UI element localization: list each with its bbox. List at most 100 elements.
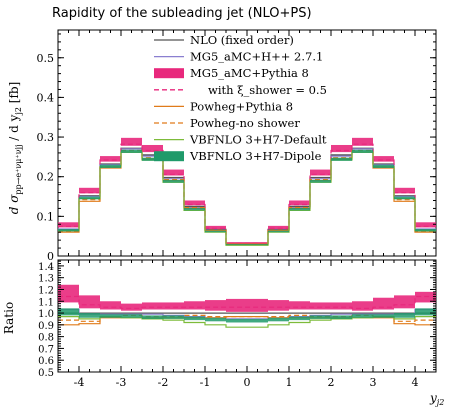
series-7-bin-band (289, 316, 310, 321)
series-2-bin-band (310, 302, 331, 310)
series-7-bin-band (121, 314, 142, 318)
series-2-bin-band (352, 301, 373, 311)
series-7-bin-band (415, 229, 436, 232)
legend-swatch-band (154, 151, 184, 162)
series-7-bin-band (205, 230, 226, 233)
series-2-bin-band (415, 291, 436, 303)
main-y-axis-label: d σpp→e⁺νμ⁺νjj / d yj2 [fb] (7, 82, 23, 215)
x-tick-label: 3 (370, 376, 377, 389)
x-tick-label: 1 (286, 376, 293, 389)
ratio-panel: 0.50.60.70.80.91.01.11.21.31.4 -4 -3 -2 -1 0 1… (38, 259, 437, 389)
series-7-bin-band (226, 244, 268, 246)
series-7-bin-band (205, 317, 226, 322)
series-2-bin-band (373, 297, 394, 310)
series-6-line (58, 151, 436, 246)
legend-label: Powheg+Pythia 8 (190, 99, 293, 113)
series-2-bin-band (289, 200, 310, 206)
series-2-bin-band (142, 144, 163, 153)
legend-label: with ξ_shower = 0.5 (208, 83, 327, 97)
legend-label: MG5_aMC+H++ 2.7.1 (190, 50, 323, 64)
chart-title: Rapidity of the subleading jet (NLO+PS) (52, 6, 312, 21)
series-7-bin-band (394, 196, 415, 200)
x-axis-label: yj2 (429, 391, 444, 407)
x-tick-label: -4 (74, 376, 85, 389)
series-2-bin-band (331, 302, 352, 310)
series-7-bin-band (58, 308, 79, 316)
series-2-bin-band (184, 200, 205, 206)
series-2-bin-band (205, 300, 226, 311)
series-7-bin-band (163, 179, 184, 183)
series-7-bin-band (268, 317, 289, 322)
series-2-bin-band (58, 222, 79, 228)
y-tick-label: 0 (47, 250, 54, 263)
x-tick-label: 0 (244, 376, 251, 389)
series-7-bin-band (226, 318, 268, 323)
y-tick-label: 1.0 (38, 309, 54, 320)
series-2-bin-band (121, 137, 142, 146)
series-2-bin-band (352, 137, 373, 146)
ratio-y-axis-label: Ratio (2, 302, 16, 334)
y-tick-label: 1.4 (38, 262, 54, 273)
series-2-bin-band (184, 301, 205, 310)
series-2-bin-band (58, 284, 79, 303)
series-2-bin-band (79, 187, 100, 194)
series-7-bin-band (310, 315, 331, 319)
series-7-bin-band (184, 208, 205, 211)
y-tick-label: 0.7 (38, 344, 54, 355)
x-tick-label: -2 (158, 376, 169, 389)
series-7-bin-band (415, 308, 436, 316)
series-7-bin-band (289, 208, 310, 211)
series-7-bin-band (58, 229, 79, 232)
series-7-bin-band (352, 149, 373, 153)
series-2-bin-band (142, 302, 163, 310)
legend: NLO (fixed order) MG5_aMC+H++ 2.7.1 MG5_aM… (154, 33, 327, 163)
series-2-bin-band (163, 169, 184, 176)
series-7-bin-band (373, 164, 394, 168)
series-7-bin-band (163, 315, 184, 319)
y-tick-label: 0.5 (37, 52, 55, 65)
series-2-bin-band (415, 222, 436, 228)
y-tick-label: 0.1 (37, 210, 55, 223)
series-2-bin-band (100, 156, 121, 162)
series-7-bin-band (310, 179, 331, 183)
series-2-bin-band (79, 295, 100, 309)
series-3-line (58, 295, 436, 309)
legend-label: Powheg-no shower (190, 116, 300, 130)
legend-label: VBFNLO 3+H7-Default (189, 133, 327, 147)
series-7-bin-band (79, 313, 100, 318)
series-7-bin-band (373, 314, 394, 318)
series-2-bin-band (163, 302, 184, 310)
series-7-bin-band (184, 316, 205, 321)
series-7-bin-band (100, 314, 121, 318)
series-2-bin-band (226, 298, 268, 312)
main-panel: 0 0.1 0.2 0.3 0.4 0.5 (37, 29, 437, 263)
series-7-bin-band (331, 315, 352, 319)
x-tick-label: 2 (328, 376, 335, 389)
x-tick-label: -3 (116, 376, 127, 389)
legend-swatch-band (154, 68, 184, 79)
series-2-bin-band (268, 225, 289, 230)
y-tick-label: 0.3 (37, 131, 55, 144)
series-2-bin-band (331, 144, 352, 153)
series-2-bin-band (394, 295, 415, 309)
series-2-bin-band (310, 169, 331, 176)
series-2-bin-band (373, 156, 394, 162)
series-2-bin-band (268, 300, 289, 311)
series-2-bin-band (394, 187, 415, 194)
y-tick-label: 0.4 (37, 91, 55, 104)
x-tick-label: 4 (412, 376, 419, 389)
x-tick-label: -1 (200, 376, 211, 389)
series-7-bin-band (331, 157, 352, 161)
series-2-bin-band (289, 301, 310, 310)
series-7-bin-band (394, 313, 415, 318)
series-7-bin-band (100, 164, 121, 168)
y-tick-label: 0.5 (38, 368, 54, 379)
y-tick-label: 1.2 (38, 285, 54, 296)
series-5-line (58, 149, 436, 245)
y-tick-label: 0.6 (38, 356, 54, 367)
y-tick-label: 1.1 (38, 297, 54, 308)
series-7-bin-band (142, 315, 163, 319)
legend-label: NLO (fixed order) (190, 33, 294, 47)
series-7-bin-band (79, 196, 100, 200)
